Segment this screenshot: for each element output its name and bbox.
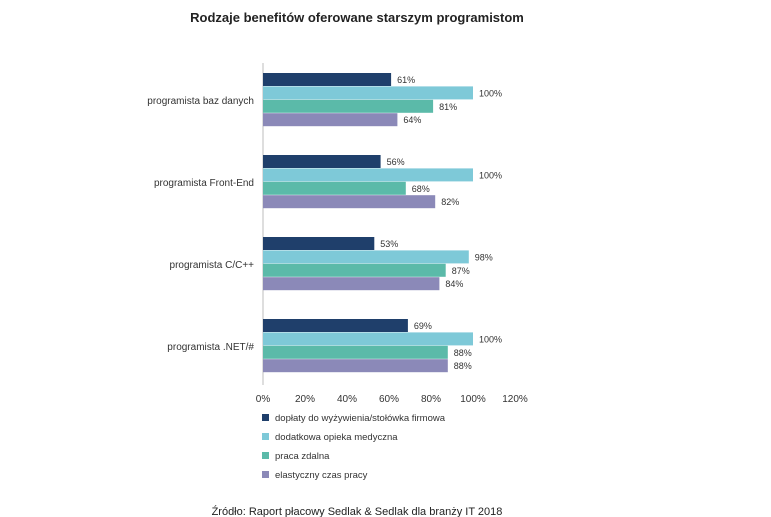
category-label: programista .NET/# (167, 342, 254, 353)
category-label: programista baz danych (147, 96, 254, 107)
x-tick-label: 100% (460, 394, 486, 405)
data-label: 100% (479, 88, 502, 98)
bar (263, 73, 392, 86)
legend-swatch (262, 471, 269, 478)
bar (263, 345, 448, 359)
legend-label: elastyczny czas pracy (275, 470, 368, 481)
legend-swatch (262, 433, 269, 440)
data-label: 88% (454, 348, 472, 358)
data-label: 84% (445, 279, 463, 289)
data-label: 69% (414, 321, 432, 331)
category-label: programista C/C++ (170, 260, 255, 271)
data-label: 61% (397, 75, 415, 85)
data-label: 53% (380, 239, 398, 249)
legend-swatch (262, 452, 269, 459)
bar (263, 250, 469, 264)
data-label: 88% (454, 361, 472, 371)
bar (263, 168, 473, 182)
bar (263, 319, 408, 332)
category-label: programista Front-End (154, 178, 254, 189)
x-tick-label: 60% (379, 394, 399, 405)
legend-swatch (262, 414, 269, 421)
data-label: 98% (475, 252, 493, 262)
x-tick-label: 40% (337, 394, 357, 405)
x-tick-label: 0% (256, 394, 271, 405)
bar (263, 263, 446, 277)
data-label: 87% (452, 266, 470, 276)
x-tick-label: 20% (295, 394, 315, 405)
source-note: Źródło: Raport płacowy Sedlak & Sedlak d… (212, 505, 503, 517)
data-label: 56% (387, 157, 405, 167)
x-tick-label: 120% (502, 394, 528, 405)
bar (263, 195, 436, 209)
legend-label: dodatkowa opieka medyczna (275, 432, 398, 443)
bar (263, 359, 448, 373)
bar (263, 99, 434, 113)
data-label: 100% (479, 170, 502, 180)
bar (263, 155, 381, 168)
bar (263, 277, 440, 291)
x-tick-label: 80% (421, 394, 441, 405)
data-label: 64% (403, 115, 421, 125)
legend-label: praca zdalna (275, 451, 330, 462)
data-label: 68% (412, 184, 430, 194)
bar (263, 237, 375, 250)
chart-title: Rodzaje benefitów oferowane starszym pro… (190, 10, 524, 25)
bar (263, 181, 406, 195)
data-label: 81% (439, 102, 457, 112)
bar (263, 332, 473, 346)
data-label: 82% (441, 197, 459, 207)
data-label: 100% (479, 334, 502, 344)
bar (263, 113, 398, 127)
bar (263, 86, 473, 100)
legend-label: dopłaty do wyżywienia/stołówka firmowa (275, 413, 446, 424)
